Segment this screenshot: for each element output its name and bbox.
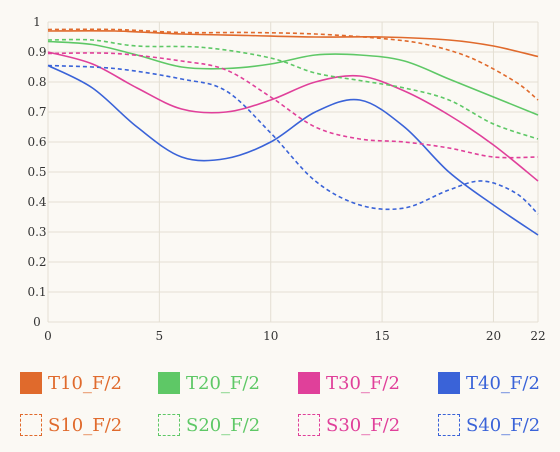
legend-label: T20_F/2	[186, 372, 260, 394]
legend: T10_F/2 T20_F/2 T30_F/2 T40_F/2 S10_F/2 S20_F…	[0, 360, 560, 452]
x-tick-label: 5	[156, 329, 164, 343]
legend-item: S20_F/2	[158, 412, 260, 438]
series-line-t10-f-2	[47, 29, 539, 58]
series-line-t20-f-2	[47, 40, 539, 116]
y-tick-label: 0.1	[27, 285, 46, 299]
series-line-s40-f-2	[47, 64, 539, 215]
legend-item: T40_F/2	[438, 370, 540, 396]
x-tick-label: 22	[530, 329, 545, 343]
y-tick-label: 1	[33, 15, 41, 29]
y-tick-label: 0.7	[27, 105, 46, 119]
x-tick-label: 0	[44, 329, 52, 343]
legend-label: T10_F/2	[48, 372, 122, 394]
y-tick-label: 0.5	[27, 165, 46, 179]
legend-swatch	[20, 372, 42, 394]
legend-label: S40_F/2	[466, 414, 541, 436]
x-tick-label: 15	[374, 329, 389, 343]
line-chart: 0 0.1 0.2 0.3 0.4 0.5 0.6 0.7 0.8 0.9 1 0 5 10 15 20 22	[27, 15, 545, 343]
legend-item: S30_F/2	[298, 412, 400, 438]
series-lines	[47, 28, 539, 236]
y-tick-label: 0	[33, 315, 41, 329]
y-tick-label: 0.9	[27, 45, 46, 59]
grid	[47, 21, 539, 323]
legend-swatch	[158, 372, 180, 394]
x-tick-label: 20	[486, 329, 501, 343]
legend-item: T30_F/2	[298, 370, 400, 396]
legend-label: T40_F/2	[466, 372, 540, 394]
legend-swatch	[20, 414, 42, 436]
legend-swatch	[298, 414, 320, 436]
y-tick-label: 0.4	[27, 195, 46, 209]
legend-item: T10_F/2	[20, 370, 122, 396]
y-tick-label: 0.6	[27, 135, 46, 149]
legend-label: T30_F/2	[326, 372, 400, 394]
series-line-s30-f-2	[47, 52, 539, 159]
legend-item: S10_F/2	[20, 412, 122, 438]
legend-item: S40_F/2	[438, 412, 540, 438]
legend-label: S30_F/2	[326, 414, 401, 436]
y-tick-label: 0.3	[27, 225, 46, 239]
x-axis-ticks: 0 5 10 15 20 22	[44, 329, 545, 343]
series-line-t30-f-2	[47, 51, 539, 182]
legend-swatch	[438, 414, 460, 436]
y-axis-ticks: 0 0.1 0.2 0.3 0.4 0.5 0.6 0.7 0.8 0.9 1	[27, 15, 46, 329]
legend-swatch	[158, 414, 180, 436]
legend-item: T20_F/2	[158, 370, 260, 396]
series-line-t40-f-2	[47, 64, 539, 236]
legend-label: S10_F/2	[48, 414, 123, 436]
x-tick-label: 10	[263, 329, 278, 343]
y-tick-label: 0.2	[27, 255, 46, 269]
legend-swatch	[298, 372, 320, 394]
y-tick-label: 0.8	[27, 75, 46, 89]
legend-label: S20_F/2	[186, 414, 261, 436]
legend-swatch	[438, 372, 460, 394]
